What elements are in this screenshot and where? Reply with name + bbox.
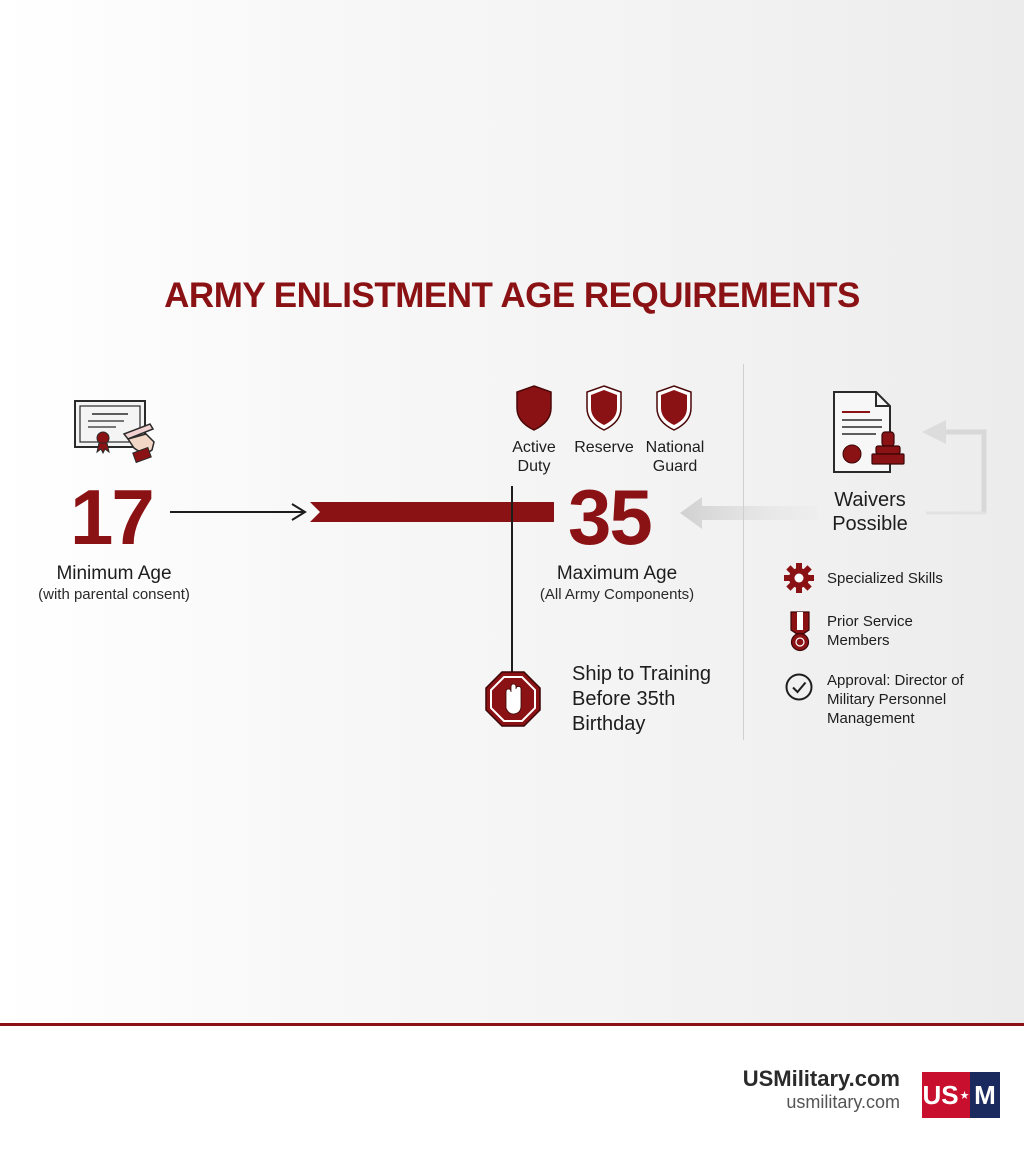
minimum-age-label: Minimum Age — [56, 563, 172, 584]
brand-logo: US ★ M — [922, 1072, 1000, 1118]
footer-brand-block: USMilitary.com usmilitary.com — [743, 1066, 900, 1113]
component-label-national-guard: National Guard — [645, 439, 705, 475]
ship-connector-line — [511, 486, 513, 672]
footer — [0, 1026, 1024, 1154]
waivers-heading: Waivers Possible — [832, 489, 908, 535]
maximum-age-value: 35 — [568, 473, 653, 561]
shield-icon-reserve — [586, 385, 622, 431]
age-range-bar — [310, 502, 554, 522]
ship-note-line3: Birthday — [572, 713, 646, 735]
logo-right-text: M — [974, 1079, 996, 1110]
check-circle-icon — [785, 673, 813, 701]
ship-note-line2: Before 35th — [572, 688, 676, 710]
stop-hand-icon — [485, 671, 541, 727]
ship-note: Ship to Training Before 35th Birthday — [572, 662, 711, 737]
ship-note-line1: Ship to Training — [572, 663, 711, 685]
certificate-icon — [74, 400, 155, 464]
logo-left-text: US — [922, 1079, 959, 1110]
section-divider — [743, 364, 744, 740]
minimum-age-sublabel: (with parental consent) — [38, 586, 190, 603]
shield-icon-national-guard — [656, 385, 692, 431]
waiver-document-icon — [833, 391, 905, 473]
gear-icon — [784, 563, 814, 593]
medal-icon — [790, 611, 810, 652]
component-label-reserve: Reserve — [574, 439, 634, 456]
return-arrow-icon — [922, 420, 987, 515]
shield-icon-active-duty — [516, 385, 552, 431]
maximum-age-sublabel: (All Army Components) — [539, 586, 695, 603]
page-title: ARMY ENLISTMENT AGE REQUIREMENTS — [164, 276, 860, 315]
logo-right-panel: M — [970, 1072, 1000, 1118]
waiver-arrow-icon — [680, 497, 818, 529]
logo-star-icon: ★ — [959, 1089, 970, 1102]
waiver-item-prior-service: Prior Service Members — [827, 613, 913, 649]
waiver-item-specialized-skills: Specialized Skills — [827, 570, 943, 587]
component-label-active-duty: Active Duty — [512, 439, 556, 475]
footer-divider — [0, 1023, 1024, 1026]
maximum-age-label: Maximum Age — [556, 563, 678, 584]
footer-brand-url[interactable]: usmilitary.com — [786, 1092, 900, 1112]
footer-brand-name: USMilitary.com — [742, 1066, 900, 1091]
minimum-age-value: 17 — [70, 473, 155, 561]
waiver-item-approval: Approval: Director of Military Personnel… — [827, 672, 964, 727]
logo-left-panel: US ★ — [922, 1072, 970, 1118]
right-arrow-icon — [170, 503, 307, 521]
